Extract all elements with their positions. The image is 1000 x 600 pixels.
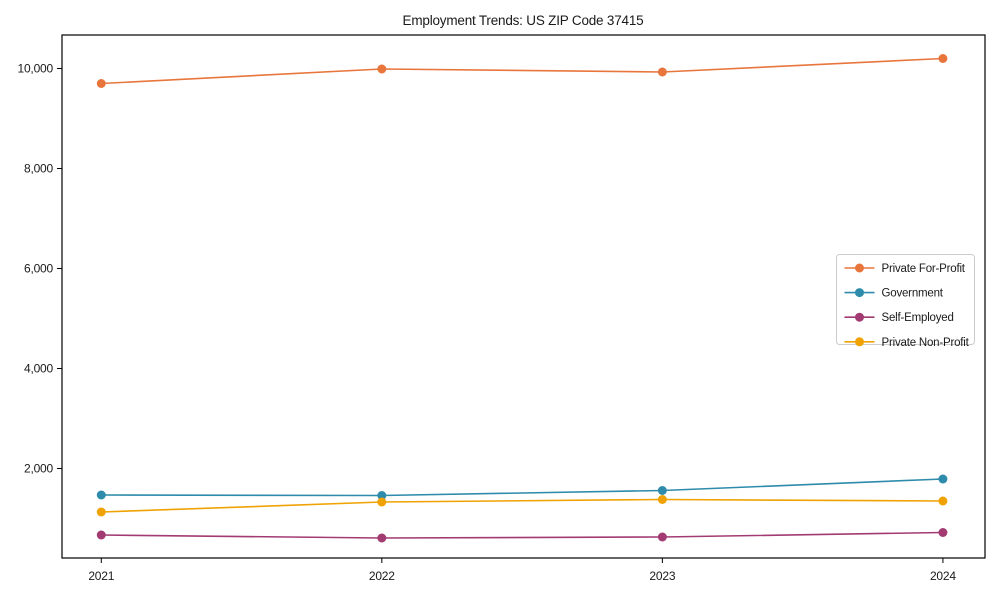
legend-entry-label: Private For-Profit (882, 263, 966, 275)
point-self-employed-2021 (96, 530, 106, 540)
x-tick-label: 2021 (88, 569, 114, 583)
y-tick-label: 10,000 (17, 62, 53, 76)
x-tick-label: 2023 (649, 569, 675, 583)
point-government-2024 (938, 474, 948, 484)
legend-marker-dot (855, 337, 864, 347)
y-tick-label: 6,000 (24, 262, 54, 276)
legend: Private For-Profit Government Self-Employe… (836, 254, 975, 349)
axes: 2,000 4,000 6,000 8,000 10,000 2021 2022 2023 20… (17, 34, 986, 583)
x-tick-label: 2024 (930, 569, 956, 583)
y-tick-label: 2,000 (24, 462, 54, 476)
legend-marker-dot (855, 263, 864, 273)
line-self-employed (101, 531, 943, 539)
point-self-employed-2022 (377, 533, 387, 543)
point-private-for-profit-2024 (938, 54, 948, 63)
point-government-2023 (657, 486, 667, 495)
legend-marker-dot (855, 288, 864, 298)
legend-box (836, 254, 975, 345)
series-lines (96, 54, 948, 543)
x-tick-label: 2022 (369, 569, 395, 583)
point-private-non-profit-2021 (96, 507, 106, 517)
point-government-2021 (96, 490, 106, 500)
y-tick-label: 4,000 (24, 362, 54, 376)
point-private-for-profit-2021 (96, 79, 106, 88)
point-private-for-profit-2023 (657, 67, 667, 77)
y-tick-label: 8,000 (24, 162, 54, 176)
legend-entry-label: Private Non-Profit (882, 337, 970, 349)
legend-entry-label: Government (882, 288, 944, 300)
point-self-employed-2024 (938, 528, 948, 537)
point-private-non-profit-2023 (657, 495, 667, 504)
point-self-employed-2023 (657, 532, 667, 542)
point-private-non-profit-2022 (377, 497, 387, 507)
point-private-non-profit-2024 (938, 496, 948, 506)
point-government-2022 (377, 491, 387, 500)
legend-marker-dot (855, 312, 864, 322)
plot-border (61, 34, 986, 559)
line-government (101, 478, 943, 497)
line-private-for-profit (101, 57, 943, 85)
chart-title: Employment Trends: US ZIP Code 37415 (403, 13, 644, 28)
line-private-non-profit (101, 498, 943, 513)
point-private-for-profit-2022 (377, 64, 387, 74)
legend-entry-label: Self-Employed (882, 312, 954, 324)
